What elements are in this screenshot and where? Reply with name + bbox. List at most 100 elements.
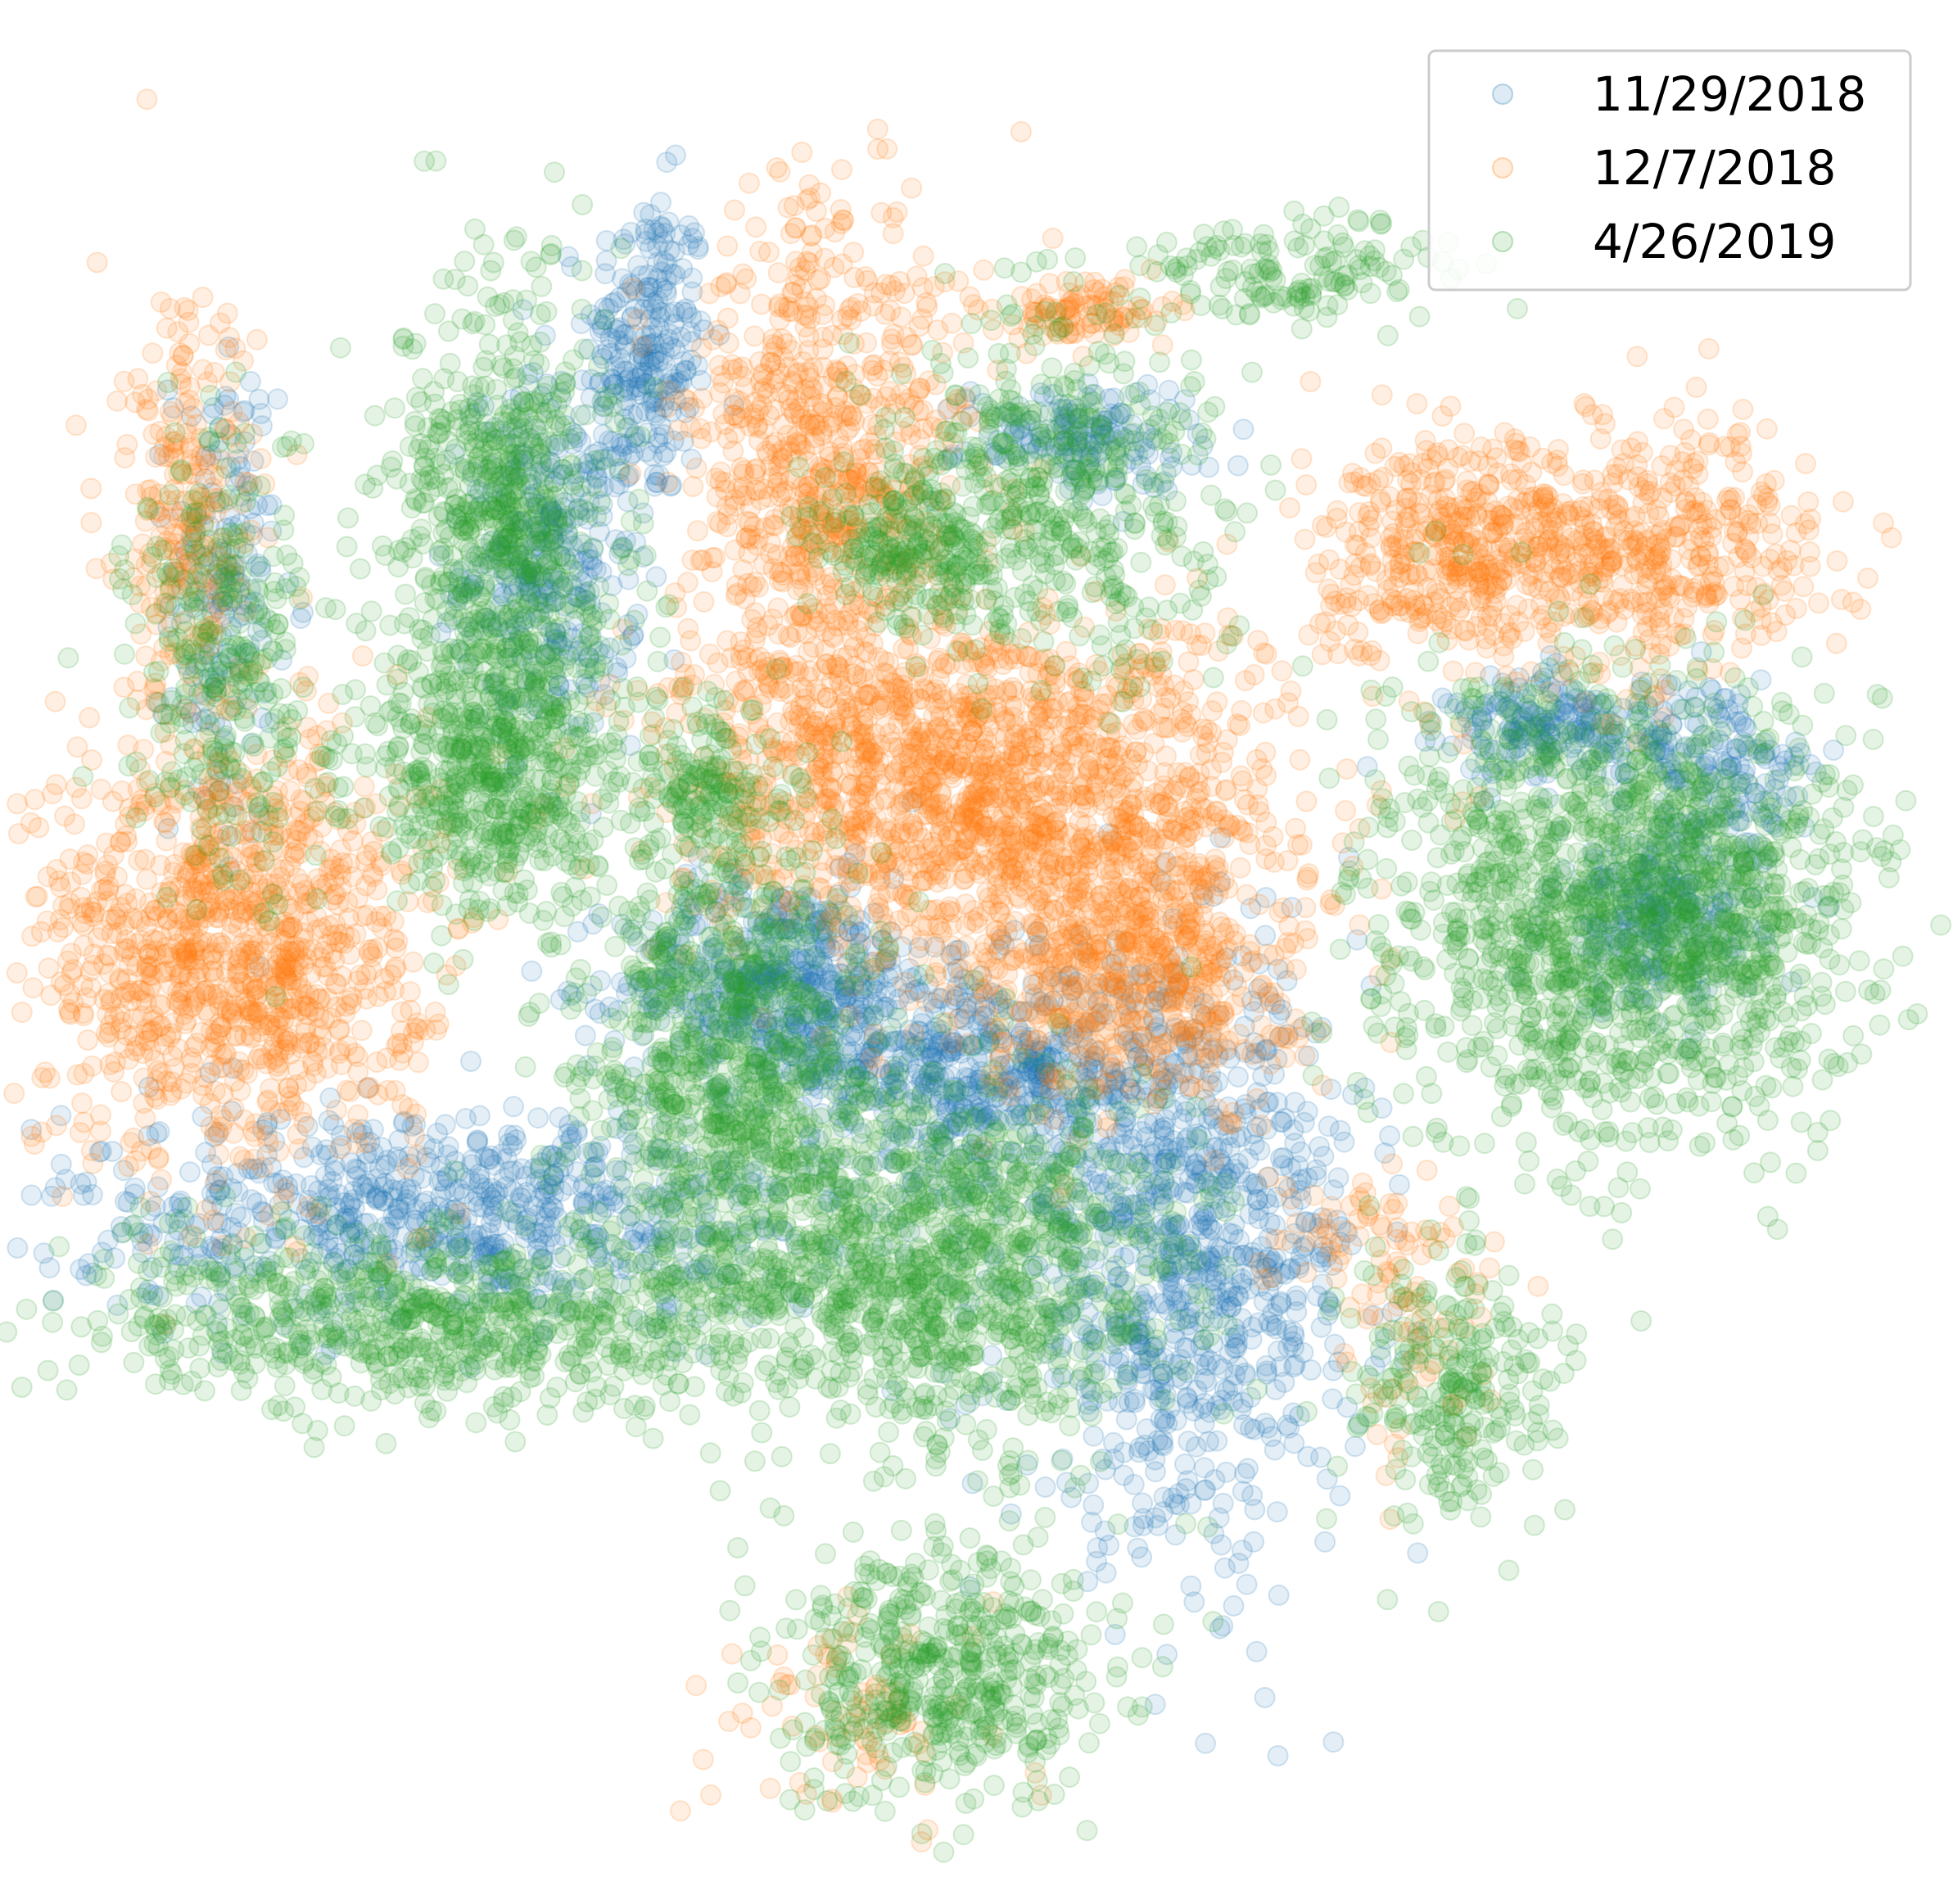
scatter-point	[405, 1126, 424, 1146]
scatter-point	[682, 269, 702, 288]
scatter-point	[1153, 1431, 1173, 1450]
scatter-point	[192, 1075, 212, 1095]
scatter-point	[1268, 1341, 1288, 1361]
scatter-point	[1132, 1547, 1151, 1567]
scatter-point	[22, 1127, 42, 1146]
scatter-point	[156, 831, 176, 851]
scatter-point	[1274, 1373, 1294, 1392]
scatter-point	[101, 993, 120, 1012]
scatter-point	[1273, 1112, 1292, 1132]
scatter-point	[1196, 1734, 1215, 1753]
scatter-point	[23, 978, 43, 997]
scatter-point	[102, 1142, 122, 1161]
scatter-point	[1129, 1442, 1149, 1462]
scatter-point	[426, 1002, 445, 1022]
scatter-point	[1155, 1411, 1174, 1431]
scatter-point	[1145, 1113, 1164, 1133]
scatter-point	[1249, 1209, 1268, 1228]
scatter-point	[408, 1146, 427, 1165]
scatter-point	[384, 911, 404, 931]
scatter-point	[1083, 1427, 1103, 1446]
scatter-point	[46, 692, 66, 712]
scatter-point	[1322, 1389, 1342, 1409]
scatter-point	[28, 887, 47, 907]
scatter-point	[1178, 1431, 1198, 1451]
scatter-point	[151, 996, 170, 1015]
scatter-point	[268, 389, 287, 409]
scatter-point	[468, 1132, 487, 1151]
scatter-point	[1196, 1480, 1215, 1499]
scatter-point	[1223, 1376, 1243, 1395]
scatter-point	[1257, 1361, 1277, 1381]
scatter-point	[209, 1145, 228, 1165]
scatter-point	[74, 1186, 93, 1205]
scatter-point	[1268, 1502, 1287, 1522]
scatter-point	[151, 1169, 171, 1189]
scatter-point	[21, 1185, 41, 1205]
scatter-point	[1228, 456, 1248, 476]
scatter-point	[1267, 1315, 1286, 1335]
scatter-point	[74, 1112, 93, 1132]
scatter-point	[1215, 1558, 1235, 1578]
scatter-point	[1178, 1394, 1198, 1413]
scatter-point	[1288, 1156, 1308, 1176]
scatter-point	[1408, 1543, 1427, 1563]
scatter-point	[1036, 1477, 1056, 1497]
scatter-point	[1237, 1575, 1257, 1594]
scatter-point	[1133, 1516, 1153, 1535]
scatter-point	[1286, 1287, 1306, 1306]
scatter-point	[1096, 1563, 1116, 1583]
scatter-point	[38, 867, 58, 887]
scatter-point	[1330, 1486, 1349, 1506]
scatter-point	[1323, 1732, 1343, 1752]
scatter-point	[1234, 419, 1254, 439]
scatter-point	[406, 1200, 426, 1219]
scatter-point	[225, 1071, 245, 1091]
scatter-point	[649, 318, 669, 337]
scatter-point	[1160, 381, 1179, 400]
scatter-point	[1328, 1168, 1348, 1187]
scatter-point	[1301, 1360, 1321, 1380]
scatter-point	[1268, 1746, 1288, 1766]
scatter-point	[210, 933, 230, 952]
scatter-point	[1238, 1459, 1258, 1478]
scatter-point	[58, 952, 78, 971]
scatter-point	[504, 1182, 523, 1201]
scatter-point	[25, 789, 45, 809]
scatter-point	[72, 789, 92, 808]
scatter-point	[278, 1079, 298, 1098]
scatter-point	[180, 1162, 200, 1182]
scatter-point	[249, 390, 269, 409]
scatter-point	[1307, 1160, 1327, 1180]
scatter-point	[1255, 1688, 1275, 1707]
scatter-point	[1214, 1494, 1233, 1513]
scatter-point	[353, 646, 373, 666]
scatter-point	[1247, 1642, 1267, 1662]
scatter-point	[75, 1064, 94, 1083]
scatter-point	[1390, 1175, 1409, 1195]
scatter-point	[1207, 1431, 1227, 1451]
scatter-point	[78, 1030, 97, 1050]
scatter-point	[484, 1156, 504, 1175]
scatter-point	[1285, 1327, 1304, 1346]
scatter-point	[1217, 1463, 1236, 1482]
scatter-point	[1228, 1067, 1248, 1087]
scatter-point	[1200, 1219, 1219, 1238]
scatter-point	[330, 1138, 350, 1158]
scatter-point	[689, 239, 708, 259]
scatter-point	[614, 325, 634, 345]
scatter-point	[1309, 1137, 1329, 1156]
scatter-point	[657, 152, 676, 172]
scatter-point	[591, 1182, 611, 1201]
scatter-point	[1345, 1436, 1365, 1456]
scatter-point	[499, 1125, 518, 1145]
scatter-point	[231, 1207, 251, 1227]
scatter-point	[79, 708, 99, 727]
scatter-point	[1181, 1576, 1200, 1596]
scatter-point	[528, 1108, 548, 1128]
scatter-point	[688, 355, 708, 375]
scatter-point	[52, 1187, 72, 1206]
scatter-point	[576, 1026, 595, 1046]
scatter-point	[1285, 1092, 1304, 1112]
scatter-point	[1242, 1486, 1262, 1505]
